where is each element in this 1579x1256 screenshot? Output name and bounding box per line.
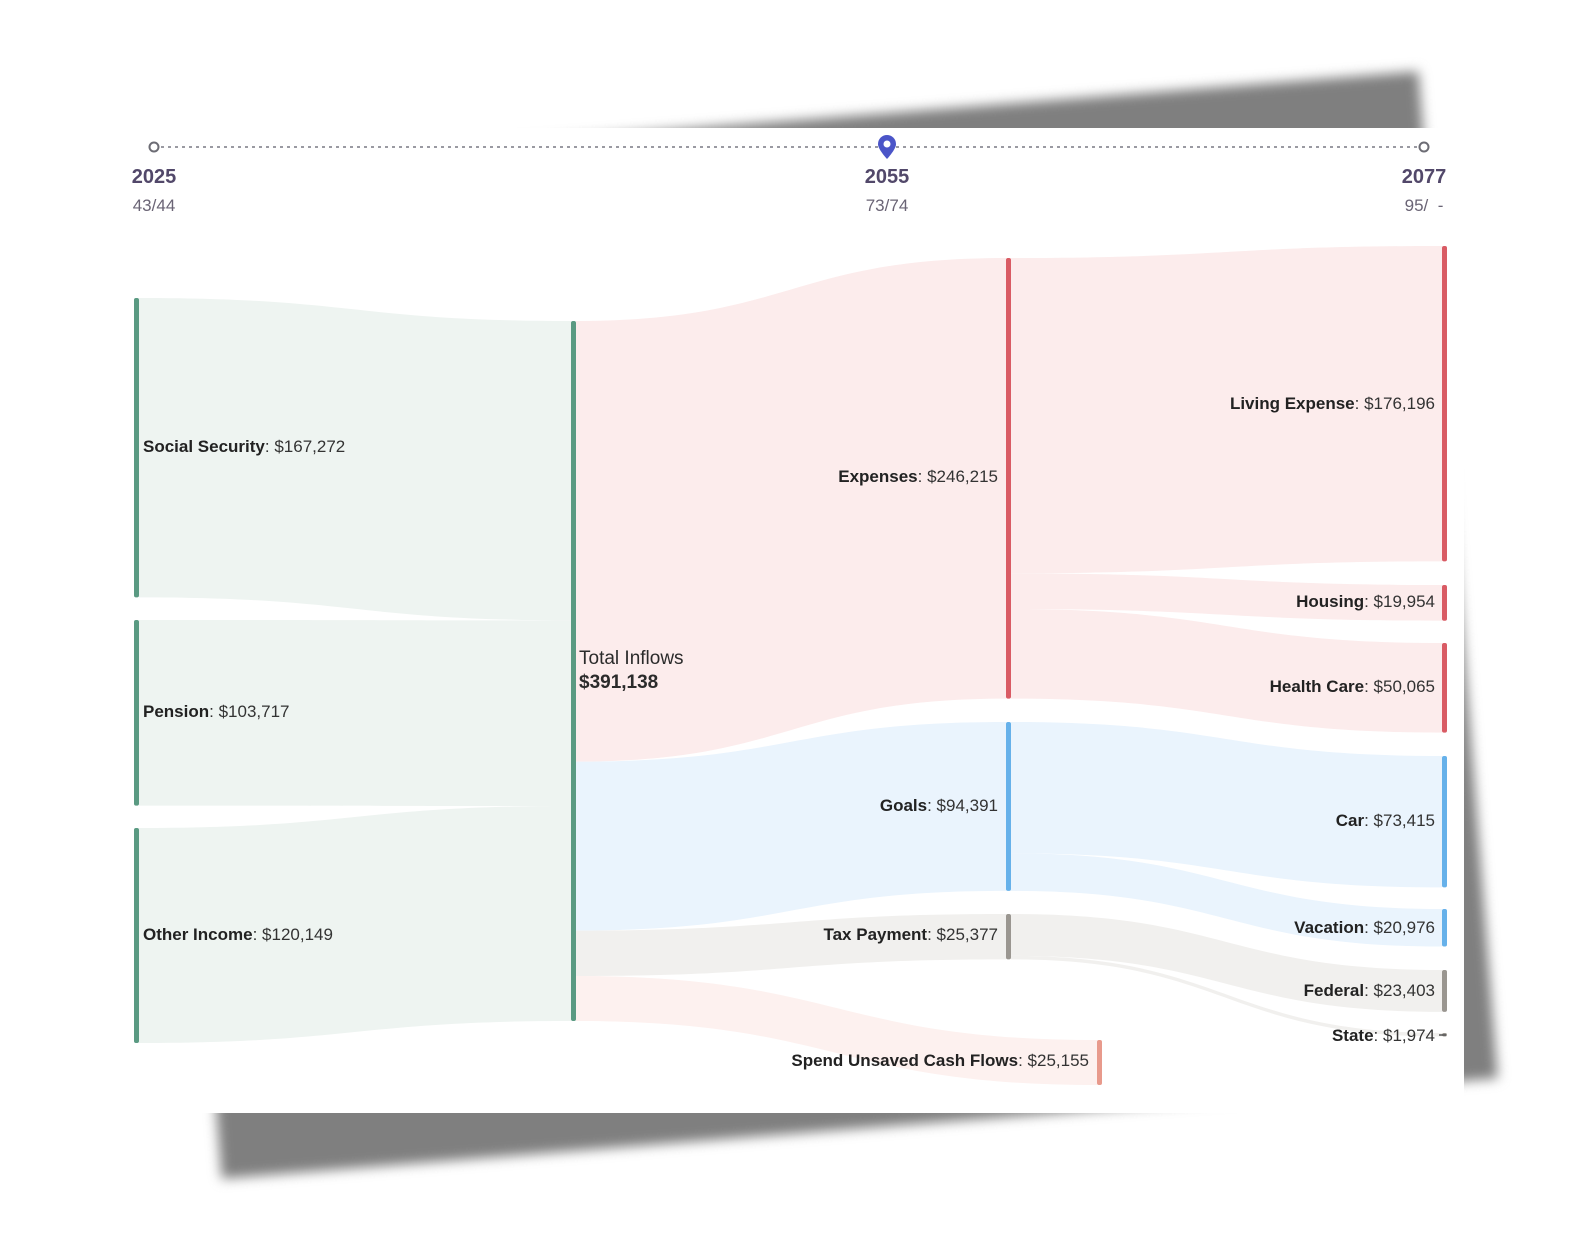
flow-total-inflows-to-tax-payment[interactable]	[576, 914, 1006, 976]
flow-total-inflows-to-expenses[interactable]	[576, 258, 1006, 762]
label-other-income: Other Income: $120,149	[143, 925, 333, 944]
label-health-care: Health Care: $50,065	[1269, 677, 1435, 696]
label-pension: Pension: $103,717	[143, 702, 290, 721]
timeline-end-year: 2077	[1401, 166, 1447, 188]
label-car: Car: $73,415	[1335, 811, 1435, 830]
flow-total-inflows-to-spend-unsaved[interactable]	[576, 975, 1097, 1086]
label-tax-payment: Tax Payment: $25,377	[823, 925, 998, 944]
timeline-end-ages: 95/ -	[1404, 196, 1444, 215]
label-federal: Federal: $23,403	[1303, 981, 1435, 1000]
flow-social-security-to-total-inflows[interactable]	[139, 298, 571, 621]
flow-other-income-to-total-inflows[interactable]	[139, 805, 571, 1044]
label-living-expense: Living Expense: $176,196	[1229, 394, 1435, 413]
node-bar-health-care[interactable]	[1442, 643, 1447, 733]
timeline-end-marker[interactable]	[1418, 141, 1430, 153]
total-inflows-name: Total Inflows	[579, 648, 684, 669]
node-bar-housing[interactable]	[1442, 585, 1447, 621]
node-bar-spend-unsaved[interactable]	[1097, 1040, 1102, 1086]
node-bar-car[interactable]	[1442, 756, 1447, 888]
node-bar-expenses[interactable]	[1006, 258, 1011, 699]
node-bar-goals[interactable]	[1006, 722, 1011, 891]
sankey-nodes	[134, 246, 1447, 1086]
timeline-start-year: 2025	[131, 166, 177, 188]
flow-goals-to-vacation[interactable]	[1011, 853, 1442, 947]
label-spend-unsaved: Spend Unsaved Cash Flows: $25,155	[791, 1051, 1089, 1070]
timeline-start-marker[interactable]	[148, 141, 160, 153]
map-pin-icon[interactable]	[878, 135, 896, 159]
node-bar-vacation[interactable]	[1442, 909, 1447, 947]
flow-tax-payment-to-federal[interactable]	[1011, 914, 1442, 1012]
timeline-current-ages: 73/74	[865, 196, 909, 215]
timeline	[148, 135, 1430, 159]
node-bar-tax-payment[interactable]	[1006, 914, 1011, 960]
sankey-links	[139, 246, 1442, 1086]
cashflow-card: 2025 43/44 2055 73/74 2077 95/ - Social …	[112, 128, 1464, 1113]
label-vacation: Vacation: $20,976	[1294, 918, 1435, 937]
label-housing: Housing: $19,954	[1296, 592, 1435, 611]
flow-tax-payment-to-state[interactable]	[1011, 955, 1442, 1037]
total-inflows-value: $391,138	[579, 672, 659, 693]
label-social-security: Social Security: $167,272	[143, 437, 346, 456]
label-state: State: $1,974	[1331, 1026, 1435, 1045]
node-bar-living-expense[interactable]	[1442, 246, 1447, 562]
timeline-start-ages: 43/44	[132, 196, 176, 215]
flow-pension-to-total-inflows[interactable]	[139, 620, 571, 806]
node-bar-social-security[interactable]	[134, 298, 139, 598]
flow-expenses-to-housing[interactable]	[1011, 573, 1442, 621]
node-bar-other-income[interactable]	[134, 828, 139, 1044]
label-expenses: Expenses: $246,215	[838, 467, 998, 486]
flow-goals-to-car[interactable]	[1011, 722, 1442, 888]
flow-expenses-to-living-expense[interactable]	[1011, 246, 1442, 574]
sankey-chart	[134, 246, 1447, 1086]
label-total-inflows: Total Inflows $391,138	[579, 647, 684, 695]
flow-expenses-to-health-care[interactable]	[1011, 609, 1442, 733]
flow-total-inflows-to-goals[interactable]	[576, 722, 1006, 931]
node-bar-total-inflows[interactable]	[571, 321, 576, 1021]
label-goals: Goals: $94,391	[879, 796, 998, 815]
node-bar-federal[interactable]	[1442, 970, 1447, 1012]
node-bar-pension[interactable]	[134, 620, 139, 806]
timeline-current-year: 2055	[864, 166, 910, 188]
